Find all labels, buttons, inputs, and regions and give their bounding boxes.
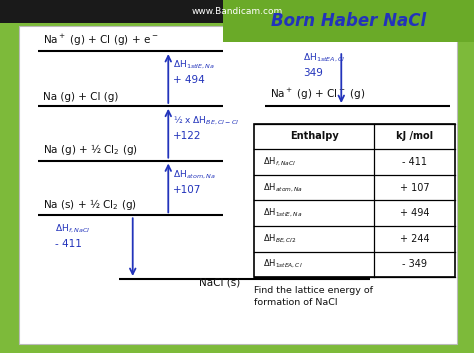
Text: 349: 349	[303, 68, 323, 78]
Text: ΔH$_{1st IE, Na}$: ΔH$_{1st IE, Na}$	[173, 58, 215, 71]
Text: - 411: - 411	[402, 157, 427, 167]
Text: ΔH$_{f,NaCl}$: ΔH$_{f,NaCl}$	[55, 222, 90, 235]
Text: + 107: + 107	[400, 183, 429, 192]
FancyBboxPatch shape	[223, 0, 474, 42]
Text: ΔH$_{1st EA, Cl}$: ΔH$_{1st EA, Cl}$	[303, 51, 346, 64]
Text: kJ /mol: kJ /mol	[396, 131, 433, 141]
Text: ΔH$_{1st EA, Cl}$: ΔH$_{1st EA, Cl}$	[263, 258, 303, 270]
Text: +107: +107	[173, 185, 201, 195]
Text: ΔH$_{atom,Na}$: ΔH$_{atom,Na}$	[263, 181, 303, 194]
Text: Na$^+$ (g) + Cl (g) + e$^-$: Na$^+$ (g) + Cl (g) + e$^-$	[43, 32, 158, 48]
Text: www.Bandicam.com: www.Bandicam.com	[191, 7, 283, 16]
FancyBboxPatch shape	[19, 26, 457, 344]
Text: Find the lattice energy of
formation of NaCl: Find the lattice energy of formation of …	[254, 286, 373, 307]
Text: +122: +122	[173, 131, 201, 141]
Text: Na (g) + Cl (g): Na (g) + Cl (g)	[43, 92, 118, 102]
Text: ΔH$_{atom,Na}$: ΔH$_{atom,Na}$	[173, 169, 216, 181]
Text: ΔH$_{BE,Cl2}$: ΔH$_{BE,Cl2}$	[263, 233, 297, 245]
Text: ½ x ΔH$_{BE,Cl-Cl}$: ½ x ΔH$_{BE,Cl-Cl}$	[173, 115, 239, 127]
Text: Na (g) + ½ Cl$_2$ (g): Na (g) + ½ Cl$_2$ (g)	[43, 142, 137, 157]
Text: + 494: + 494	[400, 208, 429, 218]
Text: NaCl (s): NaCl (s)	[199, 278, 240, 288]
Text: + 494: + 494	[173, 75, 205, 85]
FancyBboxPatch shape	[254, 124, 455, 277]
Text: Enthalpy: Enthalpy	[290, 131, 338, 141]
Text: Born Haber NaCl: Born Haber NaCl	[271, 12, 426, 30]
Text: - 411: - 411	[55, 239, 82, 249]
FancyBboxPatch shape	[0, 0, 242, 23]
Text: ΔH$_{f,NaCl}$: ΔH$_{f,NaCl}$	[263, 156, 296, 168]
Text: Na$^+$ (g) + Cl$^-$ (g): Na$^+$ (g) + Cl$^-$ (g)	[270, 87, 365, 102]
Text: + 244: + 244	[400, 234, 429, 244]
Text: - 349: - 349	[402, 259, 427, 269]
Text: ΔH$_{1st IE,Na}$: ΔH$_{1st IE,Na}$	[263, 207, 302, 219]
Text: Na (s) + ½ Cl$_2$ (g): Na (s) + ½ Cl$_2$ (g)	[43, 197, 137, 212]
